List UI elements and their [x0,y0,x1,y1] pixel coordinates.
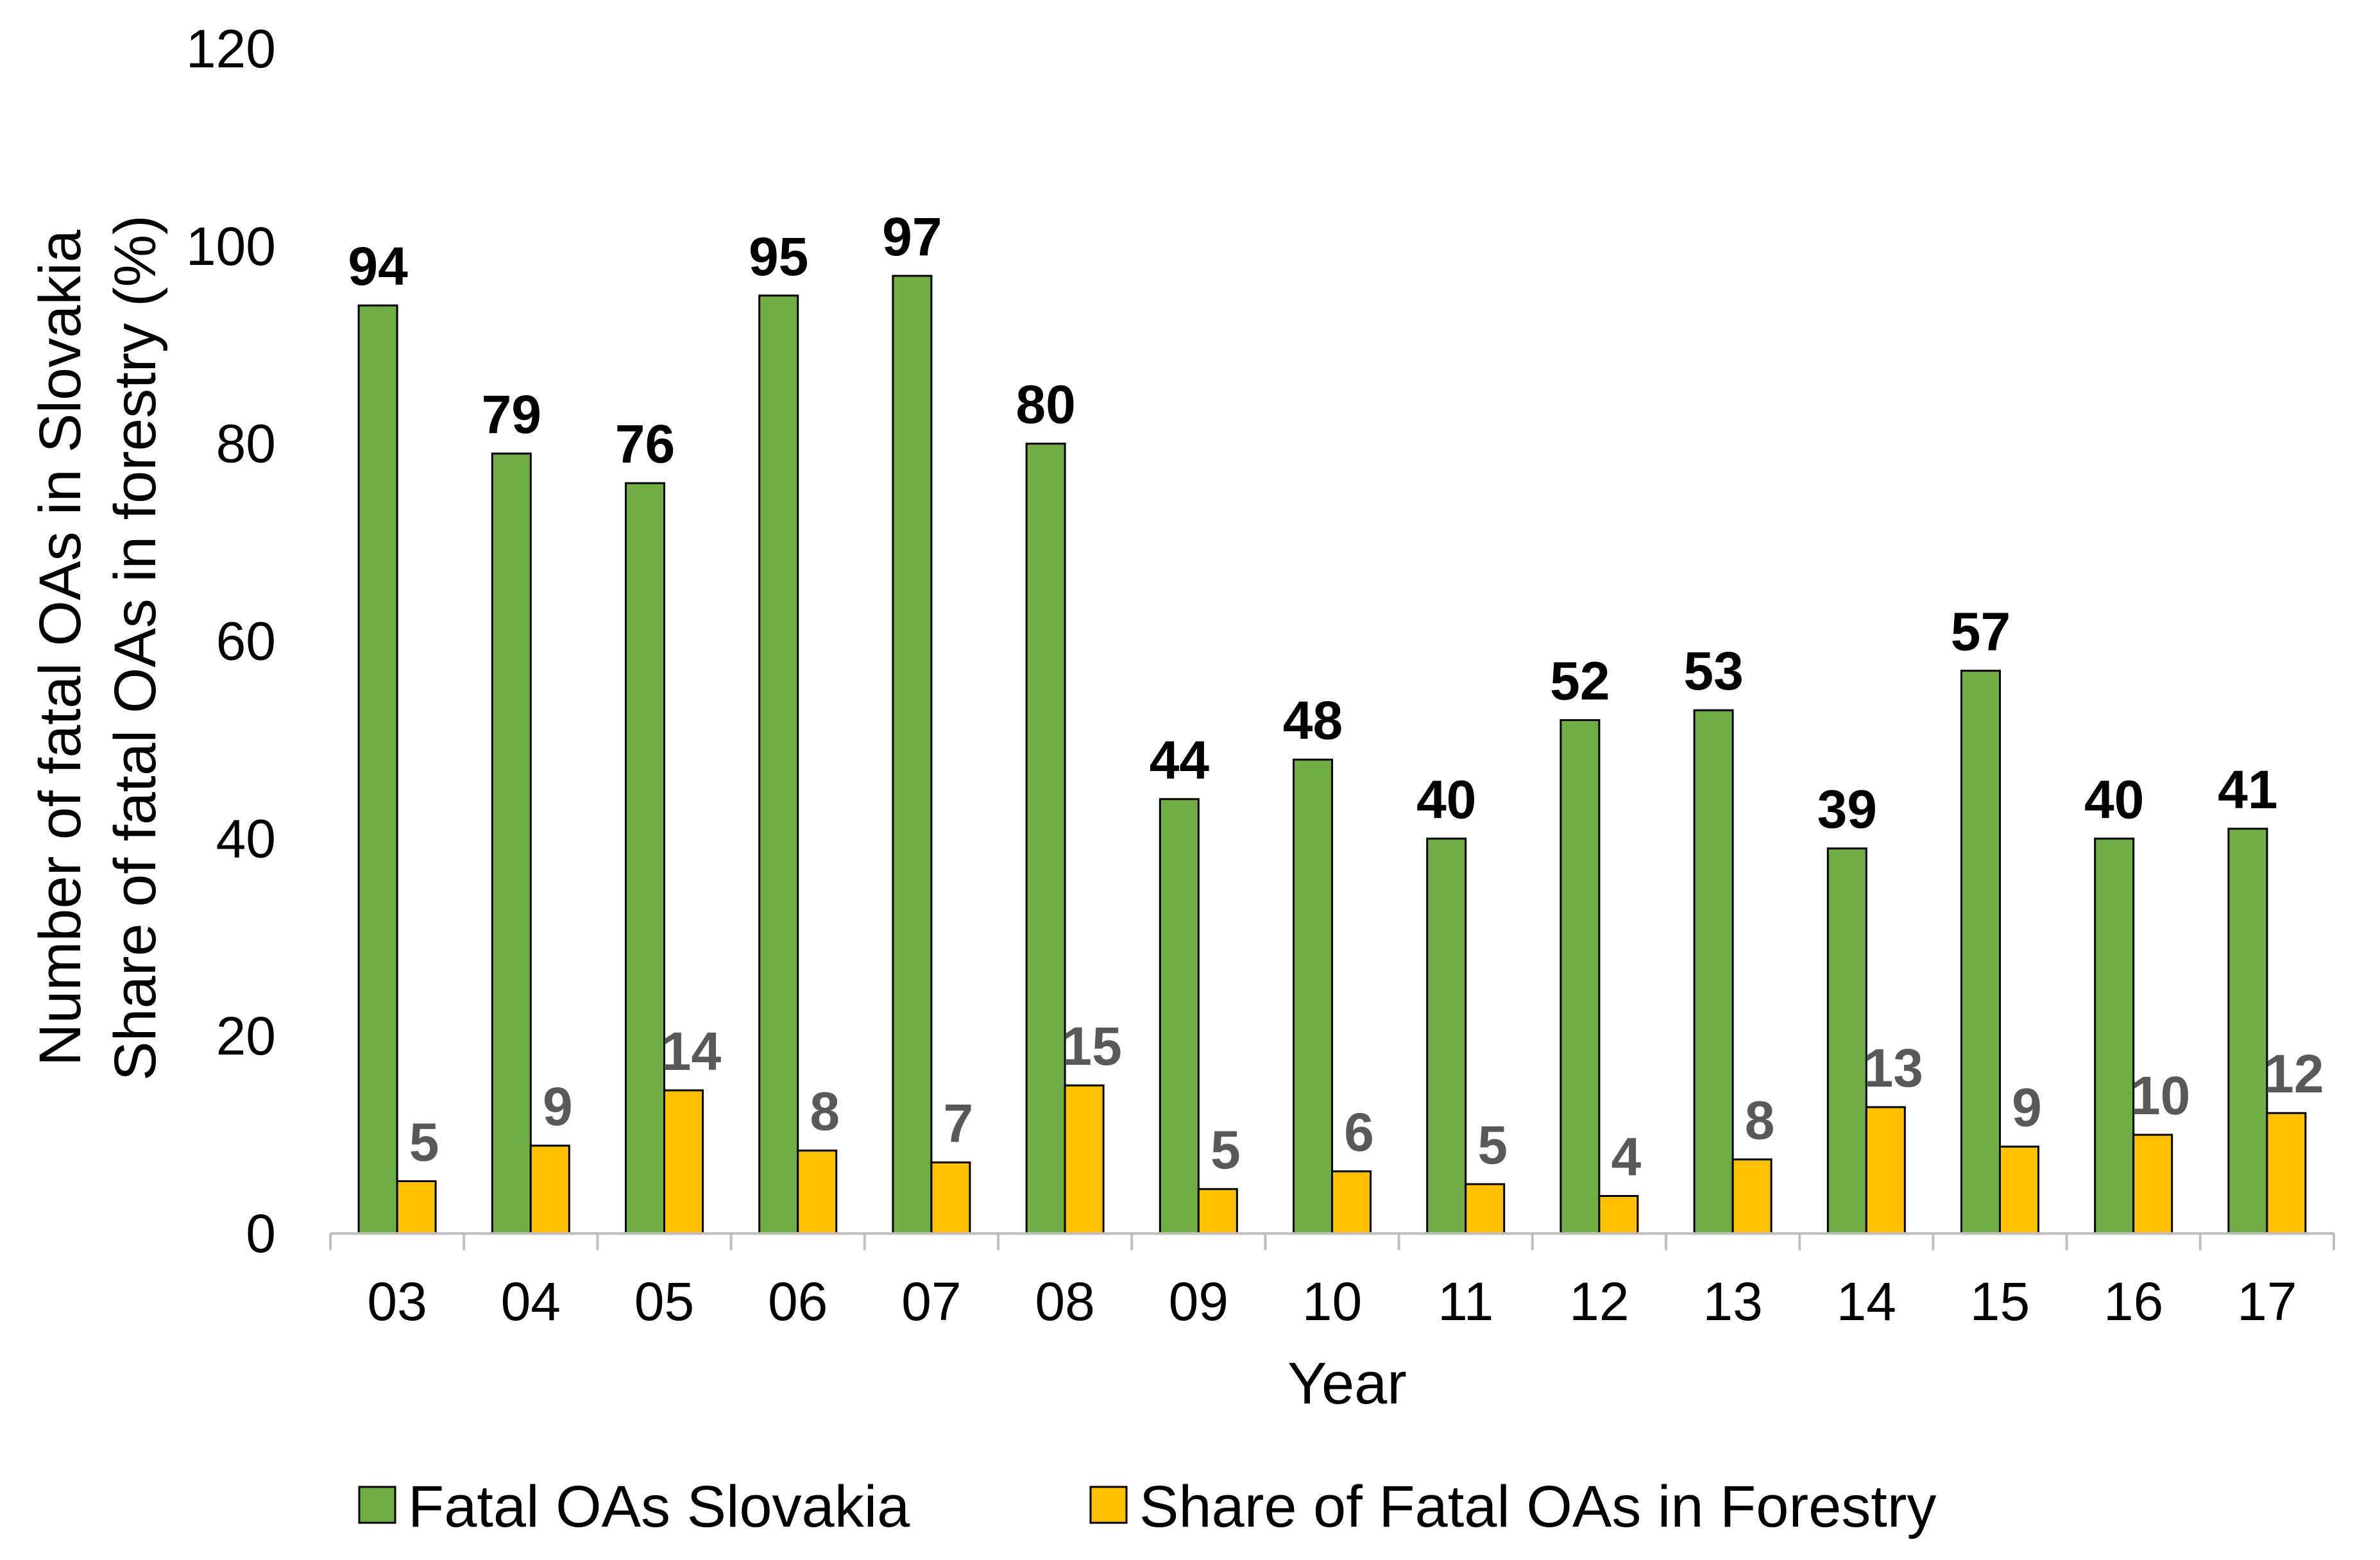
bar-share-of-fatal-oas-in-forestry-16 [2132,1133,2173,1235]
x-tick-label: 15 [1970,1271,2030,1332]
data-label-fatal-oas-slovakia-10: 48 [1283,690,1343,750]
bar-fatal-oas-slovakia-12 [1560,719,1601,1235]
bar-share-of-fatal-oas-in-forestry-09 [1197,1188,1238,1235]
y-tick-label: 100 [186,216,276,276]
data-label-share-of-fatal-oas-in-forestry-09: 5 [1211,1120,1241,1180]
data-label-share-of-fatal-oas-in-forestry-15: 9 [2012,1078,2042,1138]
x-tick-label: 03 [367,1271,427,1332]
bar-share-of-fatal-oas-in-forestry-15 [1999,1146,2039,1235]
data-label-fatal-oas-slovakia-07: 97 [882,207,942,267]
bar-fatal-oas-slovakia-17 [2227,827,2268,1235]
data-label-fatal-oas-slovakia-14: 39 [1817,779,1877,840]
bar-fatal-oas-slovakia-04 [491,452,532,1235]
bar-fatal-oas-slovakia-08 [1025,443,1066,1235]
axis-titles: Year Number of fatal OAs in Slovakia Sha… [28,215,1407,1416]
bar-share-of-fatal-oas-in-forestry-04 [529,1144,570,1235]
data-label-share-of-fatal-oas-in-forestry-05: 14 [661,1021,722,1081]
data-label-share-of-fatal-oas-in-forestry-06: 8 [810,1081,840,1142]
y-tick-label: 60 [216,611,276,672]
x-tick-label: 16 [2104,1271,2163,1332]
bars [357,275,2307,1235]
bar-fatal-oas-slovakia-05 [625,482,665,1235]
data-label-fatal-oas-slovakia-05: 76 [615,414,675,474]
data-label-fatal-oas-slovakia-17: 41 [2218,759,2277,820]
y-tick-label: 120 [186,19,276,79]
legend-label-share-fatal-oas-forestry: Share of Fatal OAs in Forestry [1139,1474,1936,1539]
x-tick-label: 09 [1169,1271,1228,1332]
data-label-share-of-fatal-oas-in-forestry-16: 10 [2130,1065,2190,1126]
y-tick-label: 40 [216,808,276,869]
data-label-share-of-fatal-oas-in-forestry-10: 6 [1344,1102,1374,1162]
legend-label-fatal-oas-slovakia: Fatal OAs Slovakia [408,1474,910,1539]
data-label-fatal-oas-slovakia-13: 53 [1683,641,1743,701]
data-label-fatal-oas-slovakia-08: 80 [1016,375,1075,435]
data-label-fatal-oas-slovakia-15: 57 [1951,602,2010,662]
bar-fatal-oas-slovakia-14 [1826,847,1867,1235]
x-tick-label: 13 [1703,1271,1762,1332]
x-tick-label: 11 [1438,1271,1493,1332]
x-axis-ticks: 03 04 05 06 07 08 09 10 11 12 13 14 15 16 17 [367,1271,2297,1332]
bar-fatal-oas-slovakia-11 [1426,837,1467,1235]
bar-fatal-oas-slovakia-13 [1693,709,1734,1235]
data-label-share-of-fatal-oas-in-forestry-13: 8 [1745,1090,1775,1151]
bar-share-of-fatal-oas-in-forestry-13 [1731,1158,1772,1235]
x-tick-label: 17 [2237,1271,2297,1332]
data-label-share-of-fatal-oas-in-forestry-17: 12 [2264,1044,2324,1104]
x-tick-label: 04 [501,1271,561,1332]
data-label-share-of-fatal-oas-in-forestry-14: 13 [1864,1038,1923,1098]
data-labels: 9457997614958977801544548640552453839135… [348,207,2324,1187]
bar-share-of-fatal-oas-in-forestry-03 [396,1180,437,1235]
y-axis-title-line-1: Number of fatal OAs in Slovakia [28,229,93,1066]
data-label-share-of-fatal-oas-in-forestry-07: 7 [944,1093,974,1153]
bar-share-of-fatal-oas-in-forestry-11 [1465,1183,1506,1235]
data-label-share-of-fatal-oas-in-forestry-08: 15 [1062,1016,1121,1076]
x-tick-label: 12 [1569,1271,1629,1332]
bar-fatal-oas-slovakia-06 [758,294,799,1235]
data-label-share-of-fatal-oas-in-forestry-03: 5 [409,1112,439,1172]
data-label-fatal-oas-slovakia-03: 94 [348,236,408,296]
bar-fatal-oas-slovakia-16 [2094,837,2135,1235]
legend: Fatal OAs Slovakia Share of Fatal OAs in… [358,1474,1936,1539]
data-label-fatal-oas-slovakia-12: 52 [1550,651,1610,711]
data-label-share-of-fatal-oas-in-forestry-11: 5 [1477,1115,1508,1175]
bar-fatal-oas-slovakia-15 [1960,670,2001,1235]
bar-share-of-fatal-oas-in-forestry-05 [663,1089,704,1235]
x-tick-label: 07 [901,1271,961,1332]
bar-share-of-fatal-oas-in-forestry-06 [797,1149,838,1235]
bar-share-of-fatal-oas-in-forestry-12 [1598,1195,1639,1235]
bar-fatal-oas-slovakia-09 [1159,798,1200,1235]
legend-swatch-share-fatal-oas-forestry [1089,1486,1128,1524]
x-tick-label: 08 [1035,1271,1094,1332]
y-tick-label: 0 [246,1203,276,1264]
legend-swatch-fatal-oas-slovakia [358,1486,396,1524]
bar-share-of-fatal-oas-in-forestry-17 [2266,1112,2307,1235]
y-axis-ticks: 0 20 40 60 80 100 120 [186,19,276,1264]
data-label-fatal-oas-slovakia-06: 95 [749,226,808,287]
x-axis [329,1232,2335,1250]
bar-share-of-fatal-oas-in-forestry-07 [930,1161,971,1235]
data-label-fatal-oas-slovakia-09: 44 [1150,730,1210,790]
y-tick-label: 80 [216,414,276,474]
x-axis-title: Year [1288,1351,1407,1416]
data-label-share-of-fatal-oas-in-forestry-04: 9 [543,1076,573,1137]
y-axis-title-line-2: Share of fatal OAs in forestry (%) [103,215,168,1081]
x-tick-label: 05 [634,1271,694,1332]
bar-fatal-oas-slovakia-03 [357,304,398,1235]
y-tick-label: 20 [216,1006,276,1066]
bar-fatal-oas-slovakia-07 [892,275,933,1235]
data-label-share-of-fatal-oas-in-forestry-12: 4 [1611,1127,1642,1187]
x-tick-label: 06 [768,1271,828,1332]
data-label-fatal-oas-slovakia-16: 40 [2084,769,2144,829]
x-tick-label: 14 [1837,1271,1896,1332]
bar-share-of-fatal-oas-in-forestry-08 [1064,1084,1105,1235]
data-label-fatal-oas-slovakia-04: 79 [482,384,541,445]
x-tick-label: 10 [1302,1271,1362,1332]
bar-share-of-fatal-oas-in-forestry-14 [1865,1106,1906,1235]
bar-share-of-fatal-oas-in-forestry-10 [1331,1170,1372,1235]
data-label-fatal-oas-slovakia-11: 40 [1416,769,1476,829]
bar-fatal-oas-slovakia-10 [1293,758,1333,1235]
